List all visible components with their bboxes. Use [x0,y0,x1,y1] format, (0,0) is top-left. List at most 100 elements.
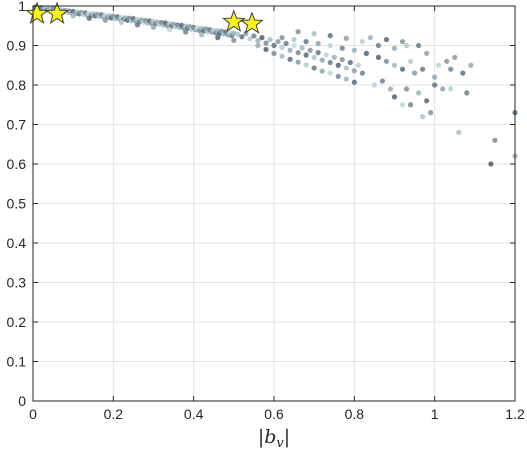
data-point [403,86,410,92]
data-point [375,54,382,60]
star-marker [222,9,246,32]
x-axis-label-subscript: v [276,436,284,449]
data-point [359,38,365,45]
data-point [383,36,390,43]
y-axis-ticks: 0 0.1 0.2 0.3 0.4 0.5 0.6 0.7 0.8 0.9 1 [7,0,515,409]
data-point [416,42,422,49]
data-point [102,17,108,23]
data-point [371,82,378,88]
data-point [327,70,333,76]
data-point [263,46,269,53]
y-tick-label: 0.6 [7,156,27,172]
data-point [343,35,349,41]
data-point [359,70,365,76]
data-point [452,54,458,60]
star-marker [25,1,49,24]
y-tick-label: 0.4 [7,235,27,251]
data-point [424,50,430,57]
data-point [391,45,398,51]
data-point [367,35,373,41]
data-point [436,62,442,68]
data-point [263,40,269,46]
data-point [432,82,438,88]
data-point [399,38,406,45]
data-point [251,33,257,39]
data-point [351,47,357,53]
data-point [295,59,301,65]
data-point [456,129,462,135]
data-point [399,66,406,72]
x-axis-label-main: b [264,426,276,448]
data-point [335,62,341,68]
data-point [407,58,414,64]
data-point [375,42,382,49]
data-point [118,19,124,26]
data-point [363,50,369,57]
highlight-stars [25,1,264,34]
data-point [307,47,313,53]
data-point [231,30,237,36]
data-point [319,68,325,74]
data-point [279,53,285,59]
data-point [327,33,333,39]
data-point [488,161,494,167]
data-point [339,57,345,63]
data-point [355,62,361,68]
x-tick-label: 0 [29,406,37,422]
data-point [440,86,446,92]
data-point [411,70,418,76]
star-marker [240,11,264,34]
data-point [468,62,474,68]
data-point [291,42,297,49]
y-tick-label: 0.9 [7,38,27,54]
data-point [379,78,386,84]
data-point [235,31,241,38]
data-point [183,29,189,35]
y-tick-label: 0.2 [7,314,27,330]
x-tick-label: 0.6 [264,406,284,422]
data-point [315,50,321,56]
data-point [70,13,76,19]
data-point [243,31,249,37]
data-point [303,62,309,68]
data-point [311,31,317,37]
data-point [299,45,305,51]
x-axis-label-bar-right: | [284,426,290,448]
data-point [199,32,205,38]
data-point [315,40,321,47]
data-point [448,86,454,92]
data-point [444,58,450,64]
star-marker [45,1,69,24]
y-tick-label: 0.1 [7,354,27,370]
data-point [275,38,281,45]
data-point [351,68,357,74]
data-point [283,40,289,47]
data-point [134,22,141,28]
data-point [399,102,406,108]
data-point [279,44,285,51]
data-point [420,66,426,72]
y-tick-label: 0 [18,393,26,409]
data-point [287,56,293,62]
data-point [407,102,414,108]
y-tick-label: 0.7 [7,117,27,133]
data-point [416,90,422,96]
y-tick-label: 1 [18,0,26,14]
data-point [339,45,345,51]
x-tick-label: 1 [431,406,439,422]
y-tick-label: 0.8 [7,77,27,93]
data-point [403,42,410,49]
x-axis-ticks: 0 0.2 0.4 0.6 0.8 1 1.2 [29,6,525,422]
data-point [247,36,253,42]
data-point [331,54,337,60]
y-tick-label: 0.3 [7,275,27,291]
data-point [231,37,237,43]
x-axis-label: |bv| [258,426,290,449]
data-point [279,35,285,41]
data-point [460,70,466,76]
data-point [86,15,92,21]
data-point [295,29,301,35]
data-point [311,54,317,60]
data-point [166,27,173,33]
